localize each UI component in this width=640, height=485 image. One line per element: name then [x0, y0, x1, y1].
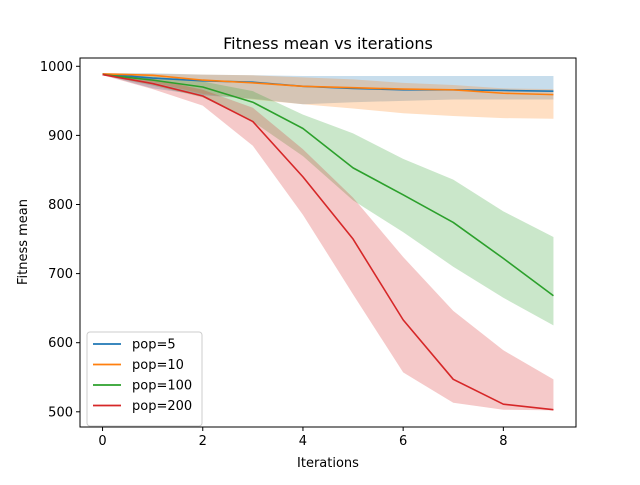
- y-axis-ticks: 500 600 700 800 900 1000: [40, 60, 80, 420]
- x-tick-label: 4: [299, 434, 307, 449]
- line-pop-200: [102, 73, 554, 411]
- confidence-bands: [102, 73, 554, 411]
- y-tick-label: 800: [48, 198, 73, 213]
- series-lines: [102, 73, 554, 411]
- band-pop-10: [102, 73, 554, 119]
- x-tick-label: 6: [399, 434, 407, 449]
- band-pop-200: [102, 73, 554, 411]
- line-pop-100: [102, 73, 554, 297]
- x-axis-ticks: 0 2 4 6 8: [98, 427, 507, 449]
- x-axis-label: Iterations: [297, 456, 359, 471]
- x-tick-label: 2: [199, 434, 207, 449]
- y-tick-label: 900: [48, 129, 73, 144]
- legend-label: pop=10: [132, 358, 184, 373]
- y-axis-label: Fitness mean: [16, 199, 31, 285]
- legend-label: pop=5: [132, 338, 176, 353]
- plot-frame: [79, 57, 577, 428]
- band-pop-100: [102, 73, 554, 326]
- legend-label: pop=200: [132, 399, 192, 414]
- y-tick-label: 700: [48, 267, 73, 282]
- y-tick-label: 500: [48, 405, 73, 420]
- legend-label: pop=100: [132, 379, 192, 394]
- line-pop-10: [102, 73, 554, 96]
- y-tick-label: 600: [48, 336, 73, 351]
- x-tick-label: 8: [499, 434, 507, 449]
- y-tick-label: 1000: [40, 60, 73, 75]
- legend: pop=5 pop=10 pop=100 pop=200: [86, 331, 203, 427]
- x-tick-label: 0: [98, 434, 106, 449]
- chart-title: Fitness mean vs iterations: [223, 34, 433, 53]
- legend-box: [86, 331, 203, 427]
